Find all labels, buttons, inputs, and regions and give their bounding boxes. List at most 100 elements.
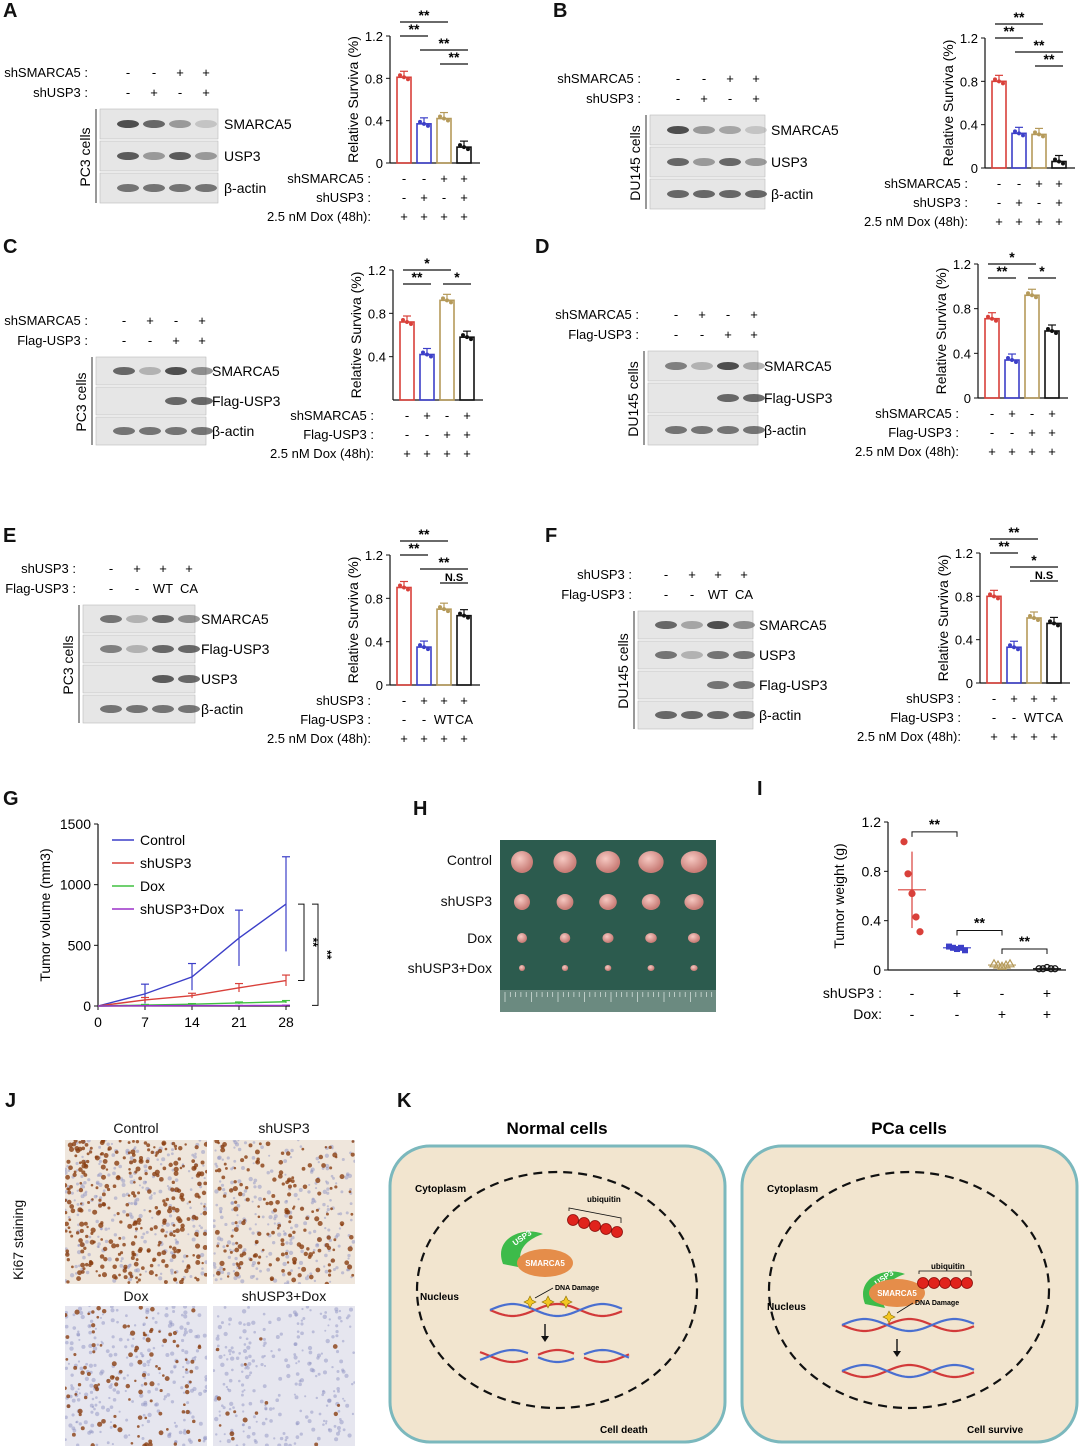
ki67-positive-dot [65, 1210, 68, 1215]
nucleus-dot [235, 1444, 239, 1446]
nucleus-dot [326, 1187, 330, 1191]
ki67-positive-dot [71, 1265, 74, 1269]
ki67-positive-dot [128, 1352, 133, 1358]
nucleus-dot [219, 1266, 223, 1270]
nucleus-dot [108, 1384, 113, 1389]
nucleus-dot [246, 1434, 251, 1439]
ki67-positive-dot [127, 1324, 130, 1328]
nucleus-dot [240, 1363, 244, 1367]
nucleus-dot [88, 1350, 93, 1355]
damage-pointer [896, 1302, 914, 1314]
condition-sign: + [463, 427, 471, 442]
nucleus-dot [65, 1324, 69, 1329]
ki67-positive-dot [150, 1306, 155, 1312]
ki67-positive-dot [271, 1230, 275, 1235]
y-tick-label: 0.4 [365, 114, 383, 129]
data-point [465, 335, 469, 340]
nucleus-dot [349, 1325, 352, 1328]
nucleus-dot [198, 1140, 202, 1142]
nucleus-dot [221, 1158, 224, 1161]
ki67-positive-dot [75, 1231, 80, 1235]
nucleus-dot [143, 1376, 147, 1380]
nucleus-dot [184, 1350, 189, 1355]
ki67-positive-dot [159, 1176, 164, 1182]
ki67-positive-dot [128, 1271, 133, 1276]
data-point [1030, 293, 1034, 298]
nucleus-dot [88, 1330, 92, 1335]
data-point [1016, 647, 1020, 652]
nucleus-dot [216, 1344, 220, 1348]
nucleus-dot [92, 1346, 98, 1351]
ki67-positive-dot [162, 1199, 166, 1203]
condition-sign: + [1043, 985, 1051, 1001]
nucleus-dot [322, 1314, 327, 1320]
ki67-positive-dot [344, 1260, 350, 1266]
ki67-positive-dot [315, 1177, 321, 1183]
ki67-positive-dot [162, 1166, 167, 1171]
ki67-positive-dot [176, 1344, 180, 1348]
ki67-positive-dot [275, 1200, 280, 1205]
data-point [422, 645, 426, 650]
nucleus-dot [174, 1240, 180, 1245]
ubiquitin-bracket [918, 1270, 972, 1276]
nucleus-dot [154, 1233, 157, 1236]
condition-sign: - [992, 691, 996, 706]
condition-sign: + [440, 171, 448, 186]
nucleus-dot [264, 1404, 267, 1407]
ki67-positive-dot [107, 1206, 111, 1210]
condition-label: Flag-USP3 : [303, 427, 374, 442]
ki67-positive-dot [170, 1187, 175, 1192]
ki67-positive-dot [241, 1220, 246, 1226]
ki67-positive-dot [301, 1166, 306, 1171]
condition-sign: + [420, 209, 428, 224]
nucleus-dot [173, 1421, 177, 1424]
data-point [398, 583, 402, 588]
data-point [418, 643, 422, 648]
blot-band [178, 615, 200, 623]
ki67-positive-dot [149, 1263, 154, 1268]
nucleus-dot [223, 1331, 228, 1337]
ki67-positive-dot [172, 1339, 176, 1344]
nucleus-dot [268, 1320, 272, 1325]
nucleus-dot [315, 1243, 320, 1248]
nucleus-dot [154, 1387, 159, 1391]
ki67-positive-dot [73, 1140, 78, 1143]
nucleus-dot [323, 1358, 329, 1363]
nucleus-dot [261, 1215, 265, 1219]
nucleus-dot [326, 1207, 330, 1212]
ki67-positive-dot [155, 1173, 160, 1178]
nucleus-dot [218, 1180, 222, 1183]
ki67-positive-dot [350, 1152, 355, 1157]
nucleus-dot [83, 1180, 87, 1185]
nucleus-dot [277, 1393, 281, 1397]
ki67-positive-dot [278, 1170, 284, 1175]
condition-sign: + [400, 209, 408, 224]
nucleus-dot [142, 1336, 146, 1340]
ki67-positive-dot [102, 1246, 108, 1252]
ki67-positive-dot [175, 1228, 180, 1234]
nucleus-dot [93, 1407, 96, 1411]
nucleus-dot [243, 1323, 246, 1326]
nucleus-dot [251, 1261, 257, 1266]
ki67-positive-dot [65, 1198, 67, 1203]
ki67-positive-dot [117, 1252, 122, 1256]
ki67-positive-dot [239, 1260, 244, 1266]
ki67-positive-dot [324, 1242, 330, 1248]
sig-label: ** [999, 538, 1010, 554]
ki67-positive-dot [65, 1386, 67, 1390]
nucleus-dot [87, 1208, 91, 1212]
ki67-positive-dot [256, 1157, 260, 1161]
nucleus-dot [107, 1257, 112, 1262]
nucleus-dot [120, 1259, 123, 1263]
nucleus-dot [204, 1355, 207, 1360]
nucleus-dot [149, 1358, 152, 1361]
sig-label: ** [997, 263, 1008, 279]
nucleus-dot [125, 1418, 129, 1422]
ki67-positive-dot [149, 1227, 154, 1231]
condition-sign: - [1010, 425, 1014, 440]
ki67-positive-dot [118, 1140, 122, 1143]
condition-sign: - [405, 408, 409, 423]
ki67-positive-dot [146, 1249, 151, 1253]
nucleus-dot [259, 1269, 262, 1273]
wb-row-label: Flag-USP3 : [5, 581, 76, 596]
